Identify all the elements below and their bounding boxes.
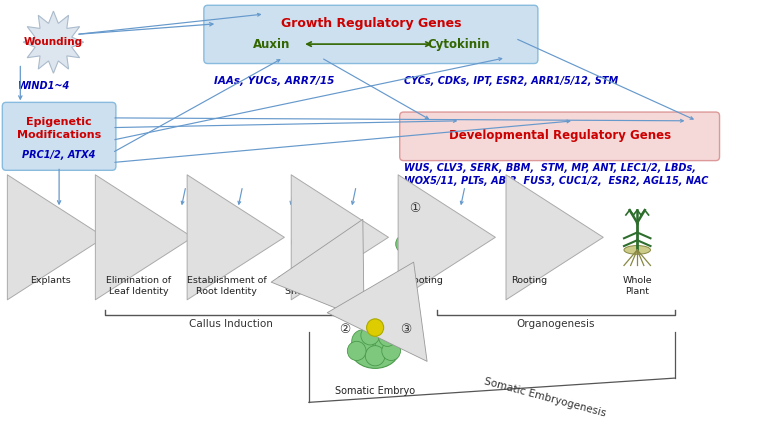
Text: WIND1~4: WIND1~4 [18, 81, 71, 91]
Circle shape [396, 235, 414, 253]
Ellipse shape [350, 330, 399, 368]
Circle shape [379, 328, 396, 346]
Circle shape [230, 220, 248, 238]
Text: Wounding: Wounding [24, 37, 83, 47]
Text: Rooting: Rooting [511, 276, 548, 285]
Ellipse shape [519, 246, 540, 254]
Text: ①: ① [409, 202, 421, 215]
Text: PRC1/2, ATX4: PRC1/2, ATX4 [22, 150, 96, 160]
Circle shape [305, 217, 323, 236]
Circle shape [325, 233, 343, 251]
Text: Epigenetic: Epigenetic [26, 117, 92, 127]
Text: Somatic Embryo: Somatic Embryo [335, 386, 415, 396]
Circle shape [217, 237, 237, 257]
Circle shape [429, 235, 447, 253]
Text: Growth Regulatory Genes: Growth Regulatory Genes [280, 17, 461, 30]
FancyBboxPatch shape [2, 102, 116, 170]
Text: Modifications: Modifications [17, 130, 101, 140]
Text: Cytokinin: Cytokinin [427, 38, 490, 51]
Text: Explants: Explants [30, 276, 71, 285]
Text: WOX5/11, PLTs, ABI3, FUS3, CUC1/2,  ESR2, AGL15, NAC: WOX5/11, PLTs, ABI3, FUS3, CUC1/2, ESR2,… [403, 176, 708, 186]
Circle shape [309, 237, 328, 257]
Circle shape [413, 239, 432, 258]
Circle shape [292, 233, 310, 251]
Circle shape [322, 220, 339, 237]
Text: Organogenesis: Organogenesis [517, 319, 595, 329]
Text: IAAs, YUCs, ARR7/15: IAAs, YUCs, ARR7/15 [214, 76, 335, 86]
Circle shape [204, 221, 225, 244]
Text: Somatic Embryogenesis: Somatic Embryogenesis [483, 376, 607, 419]
Circle shape [382, 341, 400, 360]
Circle shape [199, 233, 217, 252]
FancyBboxPatch shape [399, 112, 720, 161]
Circle shape [422, 225, 442, 245]
Text: WUS, CLV3, SERK, BBM,  STM, MP, ANT, LEC1/2, LBDs,: WUS, CLV3, SERK, BBM, STM, MP, ANT, LEC1… [403, 163, 696, 173]
Text: Establishment of
Root Identity: Establishment of Root Identity [187, 276, 266, 296]
Text: Developmental Regulatory Genes: Developmental Regulatory Genes [449, 129, 670, 142]
Circle shape [400, 224, 422, 246]
Ellipse shape [202, 221, 251, 260]
Circle shape [366, 319, 384, 336]
Text: Shooting: Shooting [402, 276, 443, 285]
Circle shape [318, 222, 338, 243]
Circle shape [212, 217, 231, 236]
Polygon shape [25, 228, 76, 256]
Circle shape [366, 346, 385, 366]
Text: ③: ③ [400, 323, 411, 336]
Circle shape [352, 330, 374, 352]
Circle shape [375, 331, 396, 352]
Circle shape [409, 221, 427, 239]
Circle shape [425, 223, 443, 240]
Text: CYCs, CDKs, IPT, ESR2, ARR1/5/12, STM: CYCs, CDKs, IPT, ESR2, ARR1/5/12, STM [403, 76, 617, 86]
Ellipse shape [399, 225, 446, 260]
Text: Callus Induction: Callus Induction [189, 319, 273, 329]
Circle shape [347, 341, 366, 360]
Polygon shape [23, 11, 84, 73]
Circle shape [226, 222, 247, 243]
Text: Elimination of
Leaf Identity: Elimination of Leaf Identity [106, 276, 171, 296]
Text: Establishment of
Shoot Identity: Establishment of Shoot Identity [279, 276, 358, 296]
Circle shape [233, 233, 252, 252]
Text: ②: ② [339, 323, 350, 336]
Polygon shape [112, 231, 165, 254]
Ellipse shape [295, 221, 342, 260]
FancyBboxPatch shape [204, 5, 538, 63]
Text: Auxin: Auxin [253, 38, 290, 51]
Text: Whole
Plant: Whole Plant [622, 276, 652, 296]
Ellipse shape [624, 246, 650, 254]
Circle shape [361, 326, 379, 345]
Circle shape [296, 222, 317, 243]
